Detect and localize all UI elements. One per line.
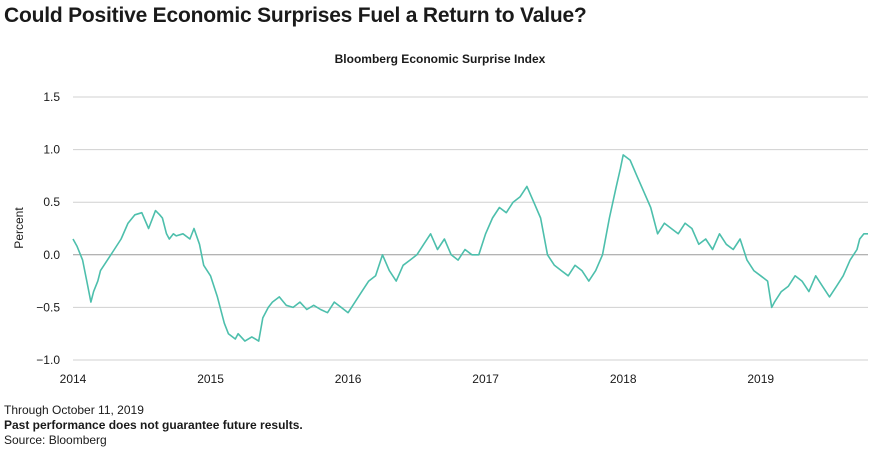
y-tick-label: 0.0: [43, 248, 60, 262]
x-tick-label: 2014: [60, 372, 87, 386]
y-tick-label: 0.5: [43, 195, 60, 209]
x-tick-label: 2016: [335, 372, 362, 386]
x-tick-label: 2015: [197, 372, 224, 386]
surprise-index-line: [72, 154, 868, 342]
through-date-note: Through October 11, 2019: [4, 403, 144, 417]
x-tick-label: 2017: [472, 372, 499, 386]
y-tick-label: −0.5: [36, 300, 60, 314]
disclaimer-note: Past performance does not guarantee futu…: [4, 418, 303, 432]
footnotes: Through October 11, 2019 Past performanc…: [4, 403, 303, 448]
x-tick-label: 2018: [610, 372, 637, 386]
y-tick-label: −1.0: [36, 353, 60, 367]
source-note: Source: Bloomberg: [4, 433, 107, 447]
chart-title: Bloomberg Economic Surprise Index: [334, 52, 546, 66]
page-headline: Could Positive Economic Surprises Fuel a…: [4, 4, 587, 27]
y-tick-label: 1.0: [43, 143, 60, 157]
y-tick-label: 1.5: [43, 90, 60, 104]
x-tick-label: 2019: [747, 372, 774, 386]
y-axis-label: Percent: [12, 207, 26, 249]
